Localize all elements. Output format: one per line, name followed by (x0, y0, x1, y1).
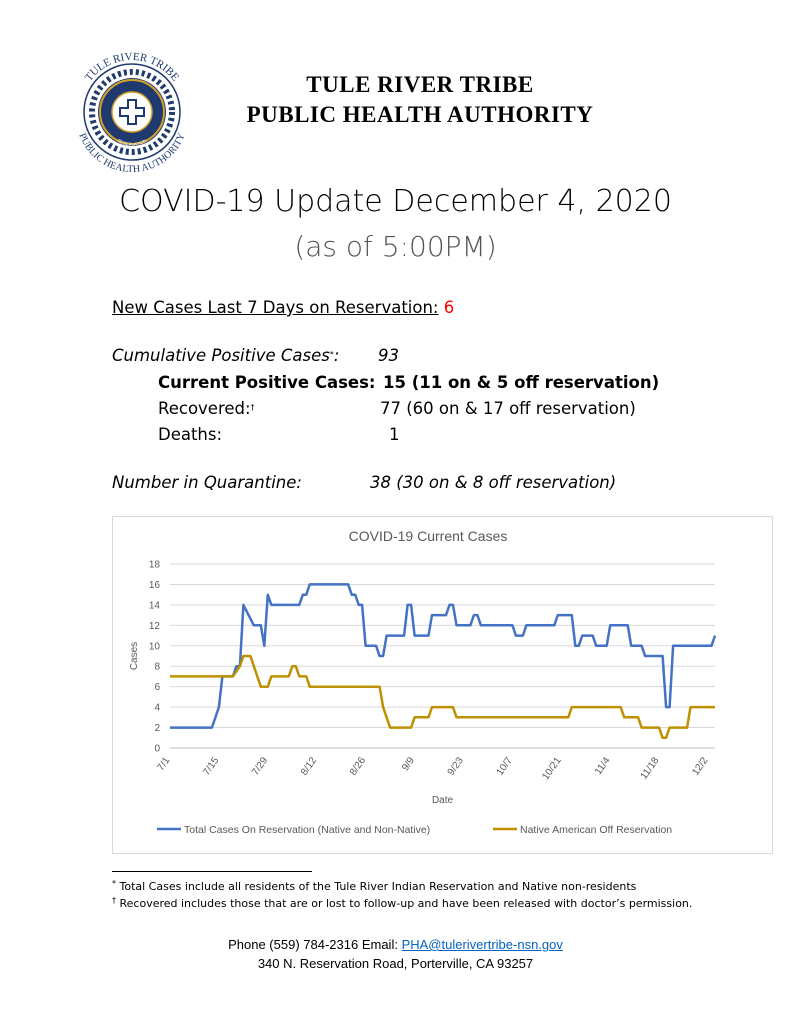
contact-line: Phone (559) 784-2316 Email: PHA@tulerive… (0, 937, 791, 952)
chart-title: COVID-19 Current Cases (349, 528, 508, 544)
y-tick-label: 14 (149, 600, 161, 611)
y-tick-label: 2 (154, 723, 160, 734)
cumulative-label-wrap: Cumulative Positive Cases*: (112, 346, 339, 365)
new-cases-value: 6 (443, 298, 455, 317)
x-tick-label: 7/29 (250, 755, 270, 778)
x-tick-label: 11/18 (639, 755, 662, 782)
y-tick-label: 10 (149, 641, 161, 652)
x-tick-label: 10/21 (540, 755, 564, 782)
footnote-1: * Total Cases include all residents of t… (112, 879, 637, 893)
y-tick-label: 0 (154, 744, 160, 755)
footnote-2-text: Recovered includes those that are or los… (119, 897, 693, 910)
page-subtitle: (as of 5:00PM) (294, 230, 497, 263)
y-axis-label: Cases (129, 642, 140, 670)
cumulative-value: 93 (378, 346, 399, 365)
y-tick-label: 6 (154, 682, 160, 693)
x-tick-label: 12/2 (690, 755, 710, 778)
cumulative-footnote-mark: * (329, 350, 334, 359)
logo-inner-top: TULE RIVER (116, 74, 148, 84)
recovered-value: 77 (60 on & 17 off reservation) (380, 399, 636, 418)
footnote-2-mark: † (112, 896, 116, 905)
deaths-label: Deaths: (158, 425, 223, 444)
recovered-label-wrap: Recovered:† (158, 399, 255, 418)
cumulative-label: Cumulative Positive Cases (112, 346, 330, 365)
footnote-1-mark: * (112, 879, 116, 888)
logo-inner-bottom: RESERVATION (117, 138, 148, 147)
x-tick-label: 11/4 (593, 755, 613, 777)
address-line: 340 N. Reservation Road, Porterville, CA… (257, 956, 534, 971)
x-tick-label: 7/1 (155, 755, 172, 773)
x-tick-label: 10/7 (495, 755, 515, 778)
x-tick-label: 8/26 (348, 755, 368, 778)
recovered-footnote-mark: † (250, 403, 255, 412)
x-tick-label: 8/12 (299, 755, 319, 778)
email-link[interactable]: PHA@tulerivertribe-nsn.gov (401, 937, 563, 952)
cumulative-colon: : (333, 346, 340, 365)
y-tick-label: 18 (149, 560, 161, 571)
quarantine-value: 38 (30 on & 8 off reservation) (370, 473, 617, 492)
deaths-value: 1 (389, 425, 400, 444)
x-tick-label: 9/9 (400, 755, 417, 773)
y-tick-label: 4 (154, 703, 160, 714)
tribe-logo: TULE RIVER TRIBE PUBLIC HEALTH AUTHORITY… (76, 51, 187, 175)
legend-label-1: Total Cases On Reservation (Native and N… (184, 824, 430, 836)
current-value: 15 (11 on & 5 off reservation) (383, 373, 660, 392)
x-tick-label: 7/15 (201, 755, 221, 778)
series-line-1 (170, 583, 717, 729)
footnote-2: † Recovered includes those that are or l… (112, 896, 693, 910)
recovered-label: Recovered: (158, 399, 251, 418)
x-axis-label: Date (432, 795, 454, 806)
x-tick-label: 9/23 (446, 755, 466, 778)
y-tick-label: 16 (149, 580, 161, 591)
footnote-1-text: Total Cases include all residents of the… (119, 880, 637, 893)
cases-line-chart: COVID-19 Current Cases 0 2 4 6 8 10 12 14 16 18 7/1… (129, 528, 717, 836)
current-label: Current Positive Cases: (158, 373, 376, 392)
new-cases-line: New Cases Last 7 Days on Reservation: 6 (112, 298, 454, 317)
quarantine-label: Number in Quarantine: (112, 473, 302, 492)
org-name-line1: TULE RIVER TRIBE (306, 72, 534, 97)
new-cases-label: New Cases Last 7 Days on Reservation: (112, 298, 439, 317)
phone-text: Phone (559) 784-2316 Email: (228, 937, 402, 952)
legend-label-2: Native American Off Reservation (520, 824, 672, 836)
org-name-line2: PUBLIC HEALTH AUTHORITY (246, 102, 594, 127)
chart-container: COVID-19 Current Cases 0 2 4 6 8 10 12 14 16 18 7/1… (112, 516, 773, 854)
page-title: COVID-19 Update December 4, 2020 (119, 184, 672, 219)
footnote-divider (112, 871, 312, 872)
series-line-2 (170, 654, 715, 740)
y-tick-label: 12 (149, 621, 161, 632)
y-tick-label: 8 (154, 662, 160, 673)
